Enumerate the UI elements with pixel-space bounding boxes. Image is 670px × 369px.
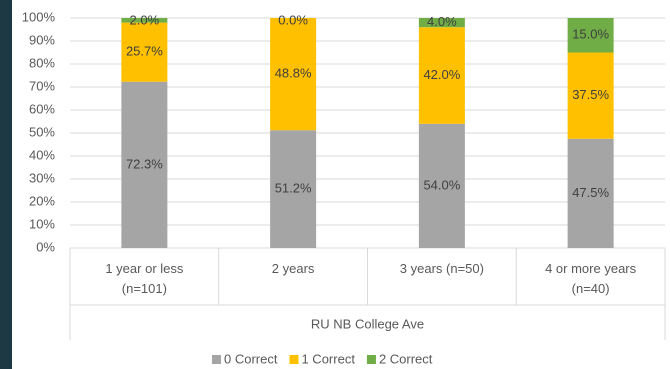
data-label: 25.7% xyxy=(126,44,163,59)
bar-segment xyxy=(121,81,168,249)
data-label: 37.5% xyxy=(572,87,609,102)
bar-segment xyxy=(270,130,317,248)
bar-segment xyxy=(418,27,465,124)
y-tick-label: 100% xyxy=(22,9,56,24)
y-tick-label: 30% xyxy=(29,170,55,185)
bar-segment xyxy=(121,22,168,82)
background-strip xyxy=(0,0,12,369)
data-label: 42.0% xyxy=(423,67,460,82)
legend-swatch xyxy=(366,355,376,364)
y-tick-label: 80% xyxy=(29,55,55,70)
data-label: 2.0% xyxy=(130,12,160,27)
legend-label: 0 Correct xyxy=(224,351,278,366)
x-tick-label: 4 or more years (n=40) xyxy=(545,261,637,296)
data-label: 54.0% xyxy=(423,177,460,192)
legend-label: 2 Correct xyxy=(379,351,433,366)
bar-segment xyxy=(121,18,168,23)
y-tick-label: 50% xyxy=(29,124,55,139)
data-label: 48.8% xyxy=(275,66,312,81)
y-tick-label: 10% xyxy=(29,216,55,231)
y-tick-label: 0% xyxy=(36,239,55,254)
legend-swatch xyxy=(289,355,299,364)
bar-segment xyxy=(567,52,614,139)
data-label: 47.5% xyxy=(572,185,609,200)
data-label: 72.3% xyxy=(126,156,163,171)
data-label: 15.0% xyxy=(572,27,609,42)
bar-segment xyxy=(418,123,465,248)
legend-swatch xyxy=(212,355,221,364)
legend-label: 1 Correct xyxy=(301,351,355,366)
y-tick-label: 70% xyxy=(29,78,55,93)
x-tick-label: 2 years xyxy=(272,261,315,276)
y-tick-label: 40% xyxy=(29,147,55,162)
bar-segment xyxy=(270,18,317,131)
y-tick-label: 20% xyxy=(29,193,55,208)
bar-segment xyxy=(567,18,614,53)
y-tick-label: 90% xyxy=(29,32,55,47)
bar-segment xyxy=(567,138,614,248)
x-tick-label: 3 years (n=50) xyxy=(400,261,484,276)
data-label: 4.0% xyxy=(427,14,457,29)
x-tick-label: 1 year or less (n=101) xyxy=(105,261,184,296)
bar-segment xyxy=(418,18,465,28)
data-label: 51.2% xyxy=(275,181,312,196)
group-label: RU NB College Ave xyxy=(311,316,424,331)
data-label: 0.0% xyxy=(278,12,308,27)
y-tick-label: 60% xyxy=(29,101,55,116)
